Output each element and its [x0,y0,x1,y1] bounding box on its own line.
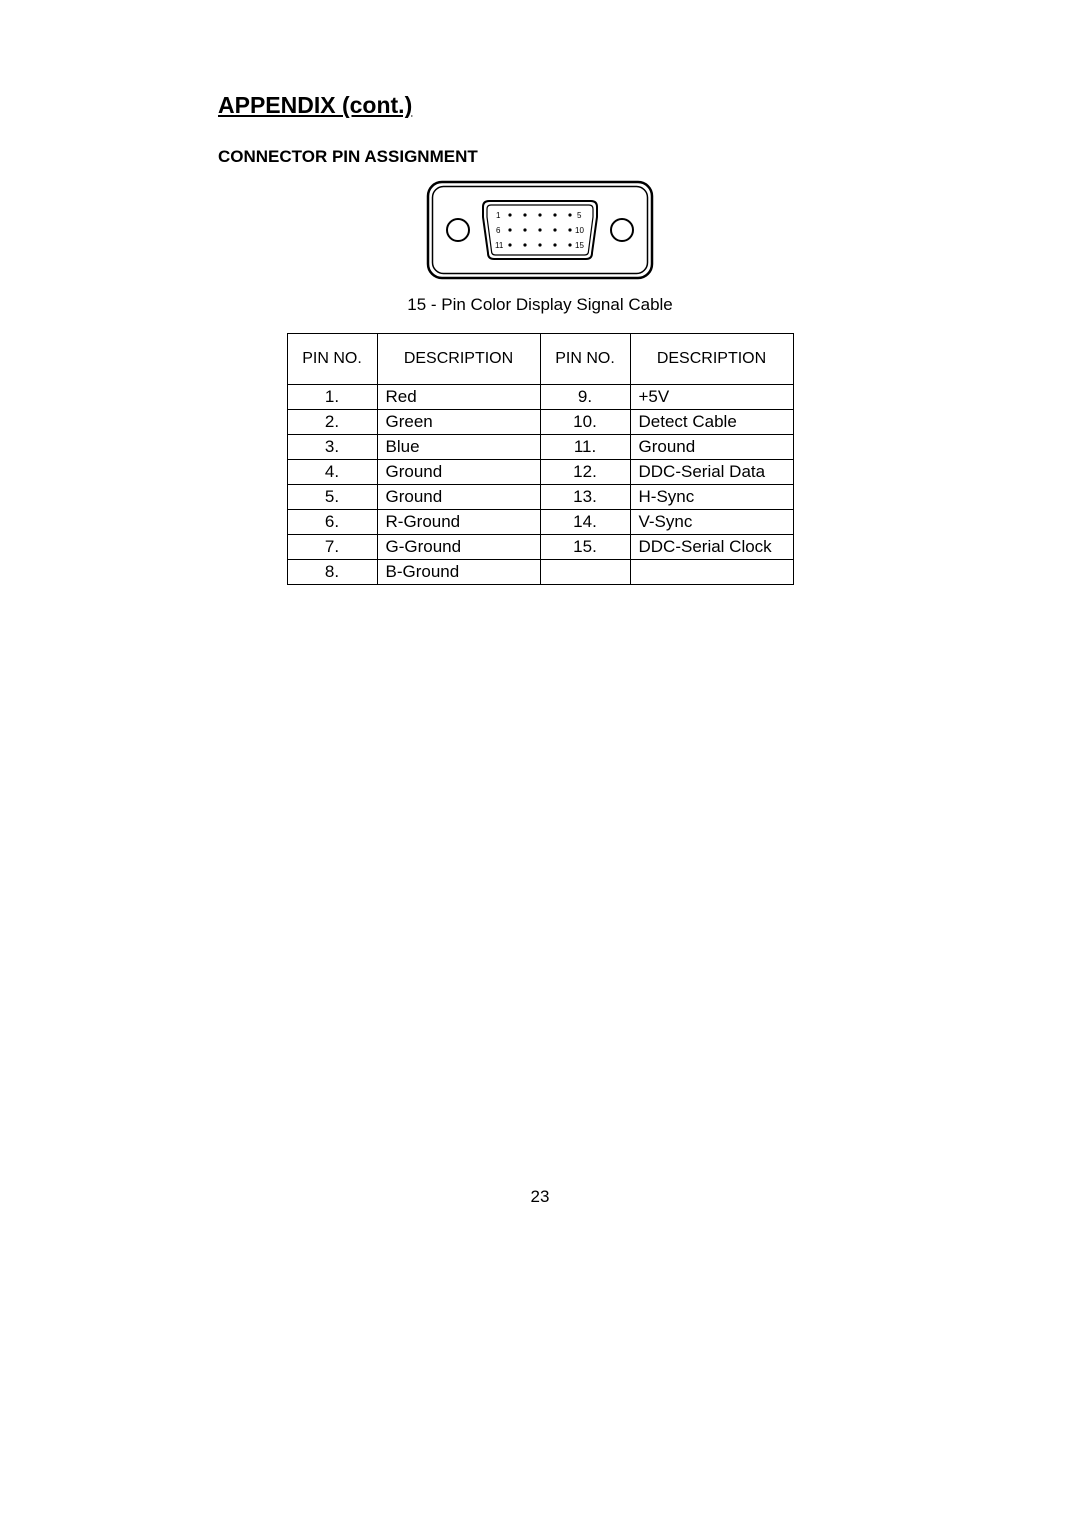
cell-desc-b: DDC-Serial Clock [630,535,793,560]
cell-pin-b [540,560,630,585]
pin-label-11: 11 [495,241,504,250]
page-number: 23 [0,1187,1080,1207]
cell-desc-b: +5V [630,385,793,410]
table-row: 4. Ground 12. DDC-Serial Data [287,460,793,485]
connector-diagram-wrap: 1 5 6 10 11 15 [218,179,862,281]
cell-desc-a: Ground [377,485,540,510]
pin-label-1: 1 [496,211,501,220]
cell-pin-b: 14. [540,510,630,535]
table-row: 1. Red 9. +5V [287,385,793,410]
pin-assignment-table: PIN NO. DESCRIPTION PIN NO. DESCRIPTION … [287,333,794,585]
figure-caption: 15 - Pin Color Display Signal Cable [218,295,862,315]
cell-desc-b: H-Sync [630,485,793,510]
table-row: 5. Ground 13. H-Sync [287,485,793,510]
cell-pin-a: 8. [287,560,377,585]
cell-pin-a: 4. [287,460,377,485]
page-title: APPENDIX (cont.) [218,92,862,119]
cell-desc-a: Red [377,385,540,410]
cell-desc-b: V-Sync [630,510,793,535]
cell-desc-a: Green [377,410,540,435]
table-header-row: PIN NO. DESCRIPTION PIN NO. DESCRIPTION [287,334,793,385]
table-row: 3. Blue 11. Ground [287,435,793,460]
cell-pin-b: 9. [540,385,630,410]
cell-pin-b: 10. [540,410,630,435]
db15-connector-icon: 1 5 6 10 11 15 [425,179,655,281]
cell-pin-b: 12. [540,460,630,485]
header-desc-b: DESCRIPTION [630,334,793,385]
section-sub-heading: CONNECTOR PIN ASSIGNMENT [218,147,862,167]
cell-pin-a: 2. [287,410,377,435]
cell-pin-b: 11. [540,435,630,460]
cell-pin-a: 3. [287,435,377,460]
cell-desc-a: G-Ground [377,535,540,560]
table-row: 6. R-Ground 14. V-Sync [287,510,793,535]
header-desc-a: DESCRIPTION [377,334,540,385]
cell-pin-a: 7. [287,535,377,560]
pin-label-5: 5 [577,211,582,220]
cell-desc-b: Ground [630,435,793,460]
cell-desc-b [630,560,793,585]
page-container: APPENDIX (cont.) CONNECTOR PIN ASSIGNMEN… [0,0,1080,585]
table-row: 7. G-Ground 15. DDC-Serial Clock [287,535,793,560]
pin-label-15: 15 [575,241,584,250]
pin-label-10: 10 [575,226,584,235]
cell-desc-a: Blue [377,435,540,460]
table-row: 2. Green 10. Detect Cable [287,410,793,435]
table-body: 1. Red 9. +5V 2. Green 10. Detect Cable … [287,385,793,585]
cell-desc-a: R-Ground [377,510,540,535]
cell-pin-a: 5. [287,485,377,510]
pin-table-wrap: PIN NO. DESCRIPTION PIN NO. DESCRIPTION … [218,333,862,585]
cell-pin-b: 15. [540,535,630,560]
cell-pin-a: 1. [287,385,377,410]
cell-desc-b: Detect Cable [630,410,793,435]
header-pinno-b: PIN NO. [540,334,630,385]
pin-label-6: 6 [496,226,501,235]
cell-desc-b: DDC-Serial Data [630,460,793,485]
cell-desc-a: Ground [377,460,540,485]
cell-pin-a: 6. [287,510,377,535]
cell-desc-a: B-Ground [377,560,540,585]
cell-pin-b: 13. [540,485,630,510]
header-pinno-a: PIN NO. [287,334,377,385]
table-row: 8. B-Ground [287,560,793,585]
